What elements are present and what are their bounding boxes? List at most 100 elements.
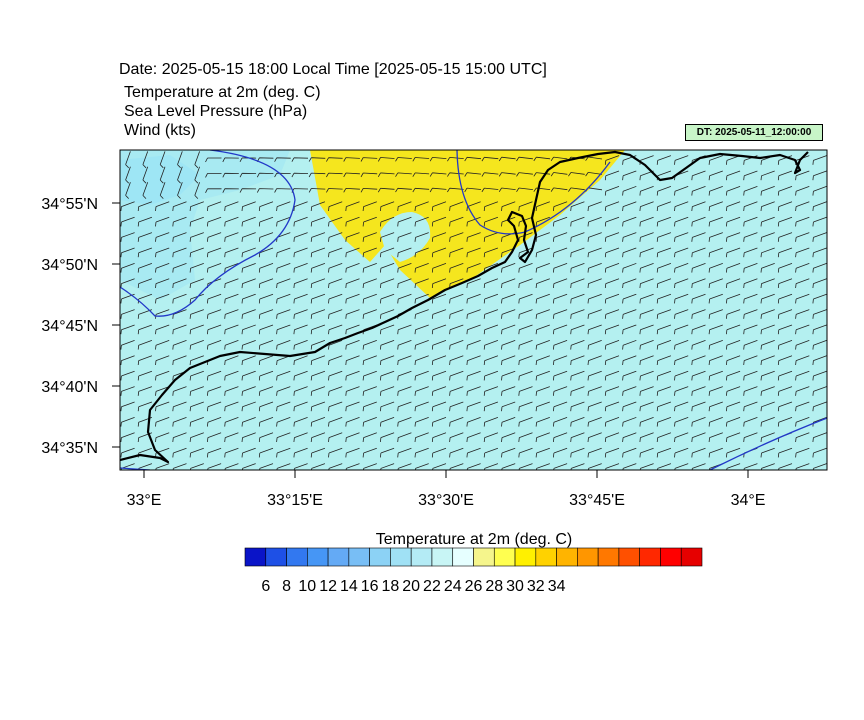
wind-barb (570, 340, 585, 350)
wind-barb (172, 401, 187, 412)
wind-barb (587, 324, 602, 335)
cool-pocket (380, 212, 431, 262)
wind-barb (345, 216, 360, 227)
wind-barb (120, 370, 135, 381)
wind-barb (777, 247, 793, 258)
wind-barb (674, 447, 689, 458)
wind-barb (293, 232, 308, 242)
wind-barb (483, 447, 499, 458)
wind-barb (622, 263, 637, 273)
wind-barb (760, 386, 775, 396)
wind-barb (414, 432, 429, 443)
colorbar-title: Temperature at 2m (deg. C) (376, 531, 573, 548)
colorbar-tick-label: 18 (382, 578, 400, 595)
wind-barb (241, 340, 256, 350)
wind-barb (395, 157, 412, 162)
wind-barb (172, 463, 187, 470)
wind-barb (639, 309, 654, 319)
wind-barb (587, 247, 602, 258)
wind-barb (656, 370, 672, 381)
wind-barb (258, 432, 274, 443)
wind-barb (585, 172, 603, 177)
wind-barb (743, 401, 758, 412)
wind-barb (656, 355, 672, 366)
wind-barb (639, 463, 654, 470)
wind-barb (570, 278, 585, 289)
wind-barb (276, 247, 291, 258)
wind-barb (483, 216, 499, 227)
wind-barb (795, 263, 810, 273)
wind-barb (363, 463, 377, 470)
wind-barb (380, 401, 395, 412)
wind-barb (276, 463, 291, 470)
wind-barb (362, 355, 377, 366)
wind-barb (207, 293, 222, 304)
wind-barb (812, 432, 827, 443)
wind-barb (777, 309, 793, 319)
wind-barb (447, 172, 464, 177)
wind-barb (656, 401, 672, 412)
wind-barb (328, 309, 343, 319)
wind-barb (258, 340, 274, 350)
wind-barb (585, 156, 603, 161)
wind-barb (777, 355, 793, 366)
wind-barb (362, 232, 377, 242)
wind-barb (345, 278, 360, 289)
wind-barb (622, 309, 637, 319)
wind-barb (345, 263, 360, 273)
wind-barb (656, 155, 672, 165)
wind-barb (120, 401, 135, 412)
wind-barb (449, 309, 464, 319)
wind-barb (708, 170, 723, 181)
wind-barb (155, 370, 170, 381)
wind-barb (258, 216, 274, 227)
colorbar-swatch (556, 547, 578, 567)
wind-barb (466, 216, 481, 227)
wind-barb (345, 324, 360, 335)
wind-barb (276, 401, 291, 412)
wind-barb (501, 370, 516, 381)
wind-barb (431, 309, 447, 319)
wind-barb (622, 355, 637, 366)
wind-barb (501, 201, 516, 212)
wind-barb (466, 355, 481, 366)
wind-barb (360, 188, 378, 193)
wind-barb (414, 278, 429, 289)
wind-barb (518, 463, 533, 470)
wind-barb (553, 463, 568, 470)
wind-barb (795, 324, 810, 335)
wind-barb (397, 263, 412, 273)
wind-barb (172, 447, 187, 458)
wind-barb (137, 278, 153, 289)
wind-barb (397, 432, 412, 443)
wind-barb (345, 401, 360, 412)
wind-barb (743, 293, 758, 304)
wind-barb (587, 463, 602, 470)
wind-barb (224, 340, 239, 350)
wind-barb (777, 216, 793, 227)
wind-barb (483, 355, 499, 366)
date-line: Date: 2025-05-15 18:00 Local Time [2025-… (119, 61, 547, 78)
wind-barb (639, 293, 654, 304)
wind-barb (674, 355, 689, 366)
wind-barb (656, 324, 672, 335)
colorbar-tick-label: 28 (485, 578, 503, 595)
wind-barb (708, 293, 723, 304)
wind-barb (449, 417, 464, 427)
wind-barb (194, 151, 200, 169)
wind-barb (189, 386, 204, 396)
wind-barb (155, 247, 170, 258)
wind-barb (708, 386, 723, 396)
wind-barb (241, 401, 256, 412)
wind-barb (207, 263, 222, 273)
wind-barb (604, 417, 620, 427)
wind-barb (380, 263, 395, 273)
wind-barb (310, 447, 326, 458)
wind-barb (345, 293, 360, 304)
wind-barb (691, 278, 706, 289)
wind-barb (691, 293, 706, 304)
wind-barb (380, 278, 395, 289)
wind-barb (604, 201, 620, 212)
wind-barb (256, 172, 274, 178)
wind-barb (310, 401, 326, 412)
